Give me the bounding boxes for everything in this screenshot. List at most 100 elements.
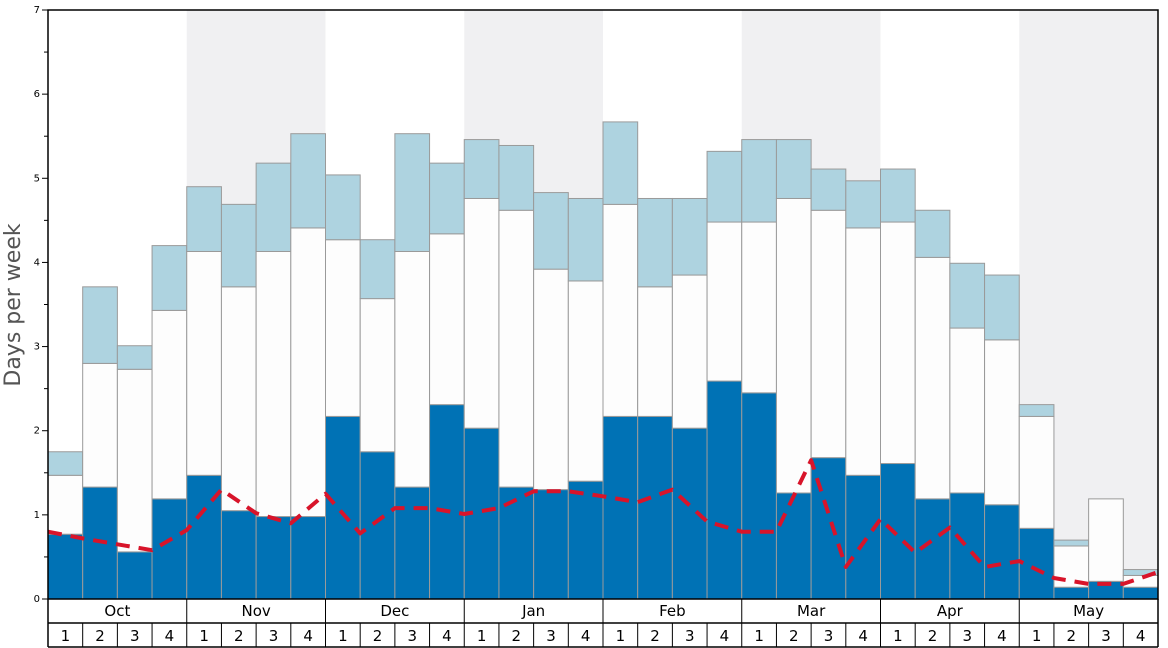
week-label-nov-2: 2 (234, 627, 244, 645)
bar-bottom-11 (394, 486, 431, 600)
bar-bottom-28 (984, 504, 1020, 600)
bar-top-13 (463, 139, 500, 199)
bar-middle-15 (533, 268, 569, 491)
month-label-mar: Mar (797, 602, 826, 620)
y-axis-label: Days per week (1, 223, 26, 386)
bar-top-29 (1018, 404, 1055, 417)
y-tick-label-2: 2 (34, 426, 40, 437)
bar-middle-29 (1018, 415, 1055, 529)
week-label-mar-2: 2 (789, 627, 799, 645)
y-tick-label-4: 4 (34, 257, 40, 268)
bar-bottom-20 (706, 380, 743, 600)
month-label-feb: Feb (659, 602, 686, 620)
bar-bottom-25 (880, 463, 916, 600)
month-label-nov: Nov (241, 602, 270, 620)
bar-top-30 (1053, 539, 1090, 547)
bar-middle-10 (359, 298, 396, 453)
bar-top-24 (845, 180, 881, 229)
bar-bottom-1 (47, 533, 84, 600)
week-label-dec-1: 1 (338, 627, 348, 645)
bar-middle-18 (637, 286, 673, 417)
bar-middle-20 (706, 221, 743, 382)
week-label-dec-2: 2 (373, 627, 383, 645)
bar-top-25 (880, 168, 916, 223)
week-label-apr-1: 1 (893, 627, 903, 645)
bar-top-7 (255, 162, 292, 252)
bar-bottom-7 (255, 516, 292, 600)
bar-bottom-15 (533, 489, 569, 600)
bar-middle-9 (325, 239, 361, 417)
week-label-oct-1: 1 (61, 627, 71, 645)
bar-middle-27 (949, 327, 986, 494)
bar-middle-25 (880, 221, 916, 465)
week-label-oct-3: 3 (130, 627, 140, 645)
week-label-may-1: 1 (1032, 627, 1042, 645)
week-label-oct-4: 4 (165, 627, 175, 645)
bar-middle-5 (186, 250, 222, 476)
bar-bottom-22 (775, 492, 812, 600)
bar-bottom-30 (1053, 586, 1090, 600)
bar-middle-19 (671, 274, 708, 429)
bar-bottom-29 (1018, 527, 1055, 600)
bar-top-23 (810, 168, 847, 211)
bar-bottom-18 (637, 415, 673, 600)
bar-top-14 (498, 144, 535, 211)
week-label-feb-1: 1 (616, 627, 626, 645)
bar-middle-31 (1088, 498, 1124, 582)
bar-top-20 (706, 150, 743, 223)
bar-bottom-32 (1122, 586, 1159, 600)
week-label-feb-4: 4 (720, 627, 730, 645)
bar-middle-22 (775, 197, 812, 494)
y-tick-label-5: 5 (34, 173, 40, 184)
month-label-oct: Oct (104, 602, 130, 620)
week-label-oct-2: 2 (95, 627, 105, 645)
bar-top-2 (82, 286, 118, 364)
bar-middle-12 (429, 233, 465, 406)
bar-bottom-8 (290, 516, 326, 600)
week-label-may-3: 3 (1101, 627, 1111, 645)
week-label-dec-3: 3 (407, 627, 417, 645)
bar-layer (47, 121, 1159, 600)
bar-middle-24 (845, 227, 881, 476)
bar-top-3 (116, 345, 153, 370)
bar-middle-6 (220, 286, 257, 512)
bar-bottom-4 (151, 498, 188, 600)
bar-top-22 (775, 139, 812, 199)
bar-top-17 (602, 121, 639, 205)
bar-top-12 (429, 162, 465, 235)
month-label-jan: Jan (521, 602, 545, 620)
bar-middle-1 (47, 474, 84, 535)
bar-middle-3 (116, 368, 153, 553)
bar-middle-17 (602, 203, 639, 417)
week-label-may-2: 2 (1067, 627, 1077, 645)
y-tick-label-7: 7 (34, 5, 40, 16)
bar-bottom-16 (567, 480, 604, 600)
week-label-apr-4: 4 (997, 627, 1007, 645)
week-label-jan-3: 3 (546, 627, 556, 645)
bar-top-9 (325, 174, 361, 241)
bar-top-21 (741, 139, 777, 223)
week-label-feb-3: 3 (685, 627, 695, 645)
month-label-apr: Apr (937, 602, 964, 620)
week-label-mar-4: 4 (858, 627, 868, 645)
trend-line-layer (47, 458, 1159, 586)
bar-middle-16 (567, 280, 604, 482)
y-tick-label-3: 3 (34, 342, 40, 353)
bar-bottom-21 (741, 392, 777, 600)
bar-bottom-17 (602, 415, 639, 600)
bar-middle-26 (914, 256, 951, 500)
bar-top-27 (949, 262, 986, 329)
bar-middle-21 (741, 221, 777, 394)
bar-top-16 (567, 197, 604, 282)
bar-bottom-12 (429, 404, 465, 600)
bar-middle-8 (290, 227, 326, 518)
week-label-jan-1: 1 (477, 627, 487, 645)
bar-middle-13 (463, 197, 500, 429)
y-tick-label-6: 6 (34, 89, 40, 100)
week-label-mar-1: 1 (754, 627, 764, 645)
bar-middle-28 (984, 339, 1020, 506)
bar-top-1 (47, 451, 84, 476)
week-label-may-4: 4 (1136, 627, 1146, 645)
bar-bottom-9 (325, 415, 361, 600)
